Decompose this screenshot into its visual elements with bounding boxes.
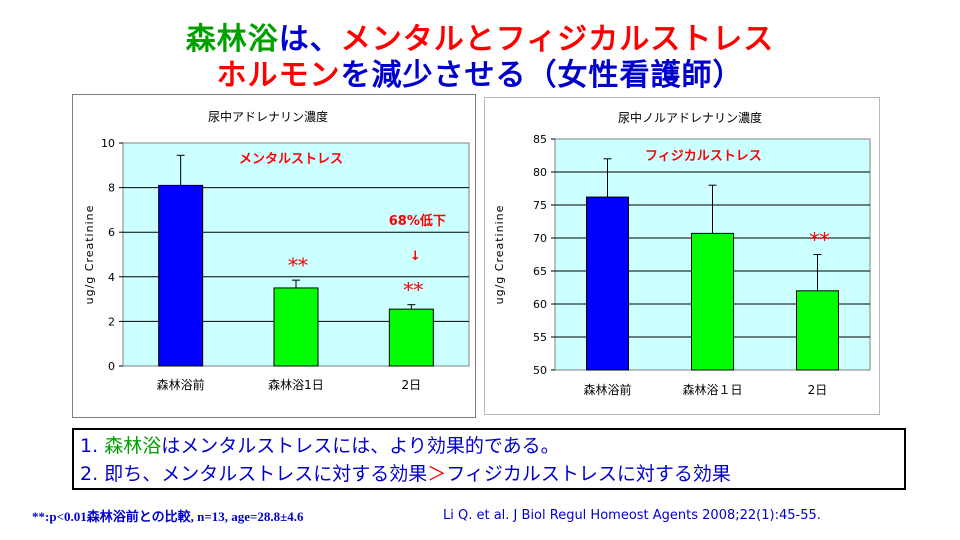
adrenaline-tick-label: 0 [108,360,115,373]
summary-line-1: 1. 森林浴はメンタルストレスには、より効果的である。 [80,432,904,460]
summary-line-2-text-b: フィジカルストレスに対する効果 [446,463,731,485]
noradrenaline-stress-label: フィジカルストレス [645,149,762,164]
noradrenaline-category-label: 森林浴１日 [682,382,742,397]
adrenaline-title: 尿中アドレナリン濃度 [208,109,328,124]
noradrenaline-tick-label: 85 [533,133,547,146]
adrenaline-reduction-label: 68%低下 [389,213,446,229]
noradrenaline-category-label: 2日 [808,383,828,397]
summary-greater-than: ＞ [427,463,447,485]
title-forest-bathing: 森林浴 [185,22,279,57]
arrow-down-icon: ↓ [410,249,421,264]
adrenaline-chart-panel: 尿中アドレナリン濃度 0 2 4 6 8 10 ug/g Creatinine 森林浴前 森林浴1… [72,94,476,418]
summary-line-2: 2. 即ち、メンタルストレスに対する効果＞フィジカルストレスに対する効果 [80,460,904,488]
slide-title-line-2: ホルモンを減少させる（女性看護師） [0,50,960,94]
noradrenaline-bar [586,196,629,371]
noradrenaline-tick-label: 70 [533,232,547,245]
summary-line-1-text: はメンタルストレスには、より効果的である。 [161,435,560,457]
noradrenaline-tick-label: 80 [533,166,547,179]
adrenaline-stress-label: メンタルストレス [239,152,343,167]
title-particle: は、 [278,22,341,57]
noradrenaline-ylabel: ug/g Creatinine [493,205,506,305]
adrenaline-bar [388,308,434,367]
title-hormone: ホルモン [216,58,341,93]
noradrenaline-category-label: 森林浴前 [583,382,631,397]
footnote: **:p<0.01森林浴前との比較, n=13, age=28.8±4.6 [32,509,304,524]
adrenaline-tick-label: 6 [108,226,115,239]
noradrenaline-chart: 尿中ノルアドレナリン濃度 50 55 60 65 70 75 80 85 ug/g Creatin… [493,110,871,397]
noradrenaline-tick-label: 65 [533,265,547,278]
title-stress-types: メンタルとフィジカルストレス [340,22,775,57]
adrenaline-tick-label: 4 [108,271,115,284]
noradrenaline-significance-mark: ** [810,228,830,252]
adrenaline-ylabel: ug/g Creatinine [83,205,96,305]
adrenaline-significance-mark: ** [288,253,308,277]
adrenaline-category-label: 森林浴1日 [268,377,324,392]
summary-line-2-number: 2. [80,463,99,485]
summary-box: 1. 森林浴はメンタルストレスには、より効果的である。 2. 即ち、メンタルスト… [72,428,906,490]
noradrenaline-tick-label: 55 [533,331,547,344]
summary-forest-bathing: 森林浴 [104,435,162,457]
noradrenaline-tick-label: 50 [533,364,547,377]
citation: Li Q. et al. J Biol Regul Homeost Agents… [443,508,821,523]
adrenaline-category-label: 森林浴前 [157,377,205,392]
adrenaline-bar [273,287,319,367]
adrenaline-tick-label: 8 [108,182,115,195]
noradrenaline-bar [691,232,734,371]
adrenaline-tick-label: 10 [101,137,115,150]
adrenaline-significance-mark: ** [403,278,423,302]
adrenaline-category-label: 2日 [402,378,422,392]
adrenaline-chart: 尿中アドレナリン濃度 0 2 4 6 8 10 ug/g Creatinine 森林浴前 森林浴1… [83,109,470,392]
noradrenaline-title: 尿中ノルアドレナリン濃度 [618,110,762,125]
summary-line-1-number: 1. [80,435,99,457]
adrenaline-tick-label: 2 [108,315,115,328]
summary-line-2-text-a: 即ち、メンタルストレスに対する効果 [104,463,428,485]
noradrenaline-tick-label: 75 [533,199,547,212]
noradrenaline-tick-label: 60 [533,298,547,311]
noradrenaline-chart-panel: 尿中ノルアドレナリン濃度 50 55 60 65 70 75 80 85 ug/g Creatin… [484,97,880,415]
slide-title-line-1: 森林浴は、メンタルとフィジカルストレス [0,14,960,58]
title-reduce-nurses: を減少させる（女性看護師） [340,58,744,93]
adrenaline-bar [158,184,204,367]
noradrenaline-bar [796,290,839,371]
